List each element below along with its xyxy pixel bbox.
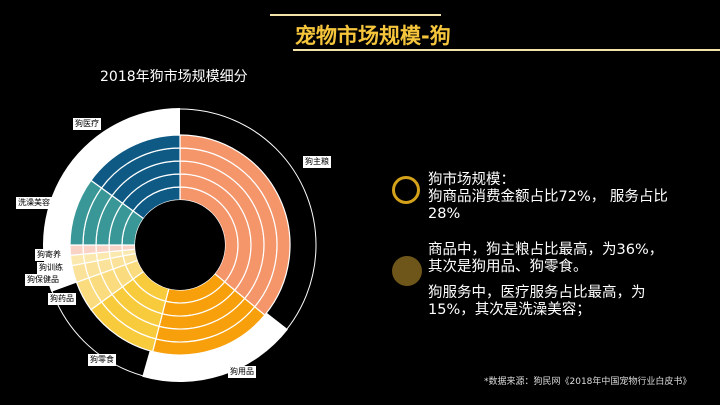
slice-label: 狗主粮: [303, 156, 331, 168]
ring-bullet-icon: [392, 176, 420, 204]
note-3: 狗服务中，医疗服务占比最高，为 15%，其次是洗澡美容；: [428, 285, 646, 319]
slice-狗寄养-ring-2: [108, 244, 123, 253]
chart-title: 2018年狗市场规模细分: [100, 69, 248, 85]
note-2: 商品中，狗主粮占比最高，为36%， 其次是狗用品、狗零食。: [428, 242, 663, 276]
dot-bullet-icon: [392, 256, 422, 286]
slice-狗医疗-ring-5: [90, 134, 181, 189]
note-3-line: 15%，其次是洗澡美容；: [428, 302, 591, 318]
donut-hole: [135, 200, 225, 290]
slice-label: 狗药品: [48, 293, 76, 305]
title-underline: [293, 49, 720, 51]
slice-label: 狗零食: [88, 354, 116, 366]
outer-ring-goods: [142, 312, 288, 382]
note-1-line: 28%: [428, 206, 461, 222]
slice-label: 狗保健品: [25, 274, 61, 286]
slice-label: 狗医疗: [73, 118, 101, 130]
slice-label: 狗训练: [37, 262, 65, 274]
note-2-line: 商品中，狗主粮占比最高，为36%，: [428, 242, 664, 258]
note-1-line: 狗商品消费金额占比72%， 服务占比: [428, 189, 668, 205]
slice-狗训练-ring-5: [69, 253, 86, 267]
note-3-line: 狗服务中，医疗服务占比最高，为: [428, 285, 646, 301]
slice-狗寄养-ring-4: [82, 244, 98, 255]
note-1: 狗市场规模： 狗商品消费金额占比72%， 服务占比 28%: [428, 172, 668, 223]
slice-label: 洗澡美容: [16, 197, 52, 209]
top-rule: [270, 14, 441, 16]
note-1-line: 狗市场规模：: [428, 172, 515, 188]
slice-狗寄养-ring-5: [69, 244, 85, 257]
slice-狗寄养-ring-1: [121, 244, 136, 252]
source-note: *数据来源：狗民网《2018年中国宠物行业白皮书》: [484, 377, 692, 387]
slide-title: 宠物市场规模-狗: [295, 24, 451, 48]
slice-label: 狗寄养: [35, 249, 63, 261]
note-2-line: 其次是狗用品、狗零食。: [428, 259, 588, 275]
slice-label: 狗用品: [228, 366, 256, 378]
slice-狗寄养-ring-3: [95, 244, 110, 254]
